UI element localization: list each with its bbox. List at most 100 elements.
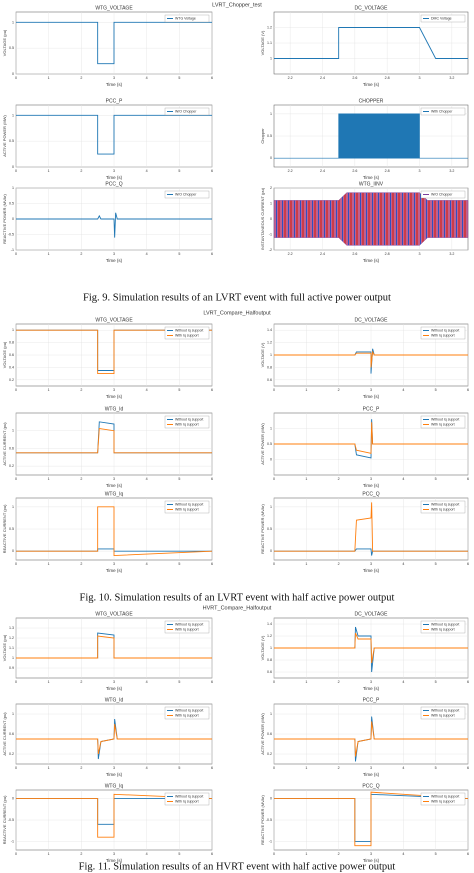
x-axis-label: Time (s) [363, 483, 380, 488]
signal-line [16, 114, 212, 155]
legend-entry: Without Iq support [431, 794, 459, 798]
x-axis-label: Time (s) [363, 772, 380, 777]
legend-entry: With Iq support [431, 627, 455, 631]
x-tick-label: 3 [419, 252, 421, 256]
x-tick-label: 2.4 [320, 252, 325, 256]
y-tick-label: 2 [270, 186, 272, 190]
y-tick-label: 1 [12, 186, 14, 190]
signal-line [274, 632, 468, 664]
y-tick-label: 0.5 [9, 46, 14, 50]
x-tick-label: 3 [370, 766, 372, 770]
x-tick-label: 2.4 [320, 169, 325, 173]
signal-line [274, 721, 468, 757]
figure-caption: Fig. 10. Simulation results of an LVRT e… [80, 592, 395, 603]
x-tick-label: 1 [48, 169, 50, 173]
x-tick-label: 5 [178, 680, 180, 684]
y-tick-label: 1.2 [267, 634, 272, 638]
x-tick-label: 6 [211, 169, 213, 173]
x-tick-label: 2 [338, 680, 340, 684]
y-tick-label: 0.9 [9, 666, 14, 670]
y-tick-label: 0.6 [267, 670, 272, 674]
legend-box [420, 14, 466, 23]
x-tick-label: 1 [48, 562, 50, 566]
x-tick-label: 3 [370, 852, 372, 856]
y-tick-label: 0 [270, 549, 272, 553]
legend-entry: With Chopper [431, 109, 453, 113]
signal-line [274, 27, 468, 59]
x-tick-label: 2.8 [385, 252, 390, 256]
signal-line [274, 791, 469, 847]
x-tick-label: 4 [402, 388, 404, 392]
y-axis-label: REACTIVE POWER (MVAr) [2, 193, 7, 243]
x-tick-label: 0 [273, 388, 275, 392]
y-axis-label: ACTIVE POWER (MW) [260, 713, 265, 755]
legend-box [164, 415, 210, 429]
legend-entry: With Iq support [431, 713, 455, 717]
legend-entry: Without Iq support [175, 417, 203, 421]
panel-title: PCC_P [106, 98, 123, 104]
y-tick-label: 0 [12, 72, 14, 76]
x-tick-label: 2 [338, 766, 340, 770]
x-tick-label: 6 [467, 562, 469, 566]
y-axis-label: ACTIVE CURRENT (pu) [2, 712, 7, 756]
y-tick-label: 0 [12, 217, 14, 221]
y-tick-label: 0 [12, 549, 14, 553]
legend-entry: With Iq support [175, 333, 199, 337]
x-tick-label: 3.2 [449, 252, 454, 256]
x-axis-label: Time (s) [106, 394, 123, 399]
x-axis-label: Time (s) [106, 82, 123, 87]
y-axis-label: REACTIVE CURRENT (pu) [2, 795, 7, 844]
y-tick-label: 0.8 [267, 365, 272, 369]
y-axis-label: VOLTAGE (V) [260, 30, 265, 55]
x-tick-label: 3 [113, 252, 115, 256]
x-tick-label: 1 [48, 852, 50, 856]
x-tick-label: 3.2 [449, 169, 454, 173]
y-tick-label: 0.8 [267, 658, 272, 662]
legend-entry: Without Iq support [431, 502, 459, 506]
y-axis-label: INSTANTANEOUS CURRENT (pu) [260, 187, 265, 250]
x-tick-label: 5 [178, 477, 180, 481]
figure-supertitle: LVRT_Compare_Halfoutput [203, 310, 271, 316]
y-tick-label: 0 [12, 797, 14, 801]
y-tick-label: 0.5 [267, 527, 272, 531]
x-tick-label: 2 [80, 169, 82, 173]
y-tick-label: 0.4 [9, 365, 14, 369]
signal-line [16, 793, 213, 838]
panel-title: WTG_VOLTAGE [95, 5, 133, 11]
x-tick-label: 0 [15, 477, 17, 481]
legend-entry: Without Iq support [431, 328, 459, 332]
y-tick-label: 1 [270, 505, 272, 509]
y-tick-label: 0.6 [267, 378, 272, 382]
x-tick-label: 0 [273, 852, 275, 856]
x-tick-label: 1 [48, 252, 50, 256]
x-tick-label: 2 [80, 852, 82, 856]
legend-entry: With Iq support [431, 333, 455, 337]
x-tick-label: 2 [80, 680, 82, 684]
legend-entry: W/O Chopper [431, 192, 453, 196]
y-tick-label: -2 [269, 248, 272, 252]
legend-box [164, 620, 210, 634]
x-tick-label: 4 [146, 562, 148, 566]
panel-title: PCC_Q [362, 783, 379, 789]
y-tick-label: 0 [270, 457, 272, 461]
y-tick-label: 1.4 [267, 622, 272, 626]
x-tick-label: 0 [15, 388, 17, 392]
x-tick-label: 5 [178, 169, 180, 173]
panel-title: WTG_Id [105, 697, 124, 703]
y-tick-label: 0.2 [267, 752, 272, 756]
y-tick-label: 1 [270, 712, 272, 716]
y-tick-label: 0.5 [9, 201, 14, 205]
y-tick-label: 1 [12, 113, 14, 117]
panel-title: WTG_VOLTAGE [95, 317, 133, 323]
x-axis-label: Time (s) [363, 568, 380, 573]
x-tick-label: 4 [146, 766, 148, 770]
y-tick-label: 0 [270, 156, 272, 160]
y-tick-label: 0.5 [9, 139, 14, 143]
signal-line [16, 329, 212, 375]
x-tick-label: 4 [402, 852, 404, 856]
signal-line [16, 212, 212, 238]
legend-box [164, 706, 210, 720]
x-tick-label: 5 [435, 852, 437, 856]
x-tick-label: 5 [178, 388, 180, 392]
legend-box [420, 500, 466, 514]
